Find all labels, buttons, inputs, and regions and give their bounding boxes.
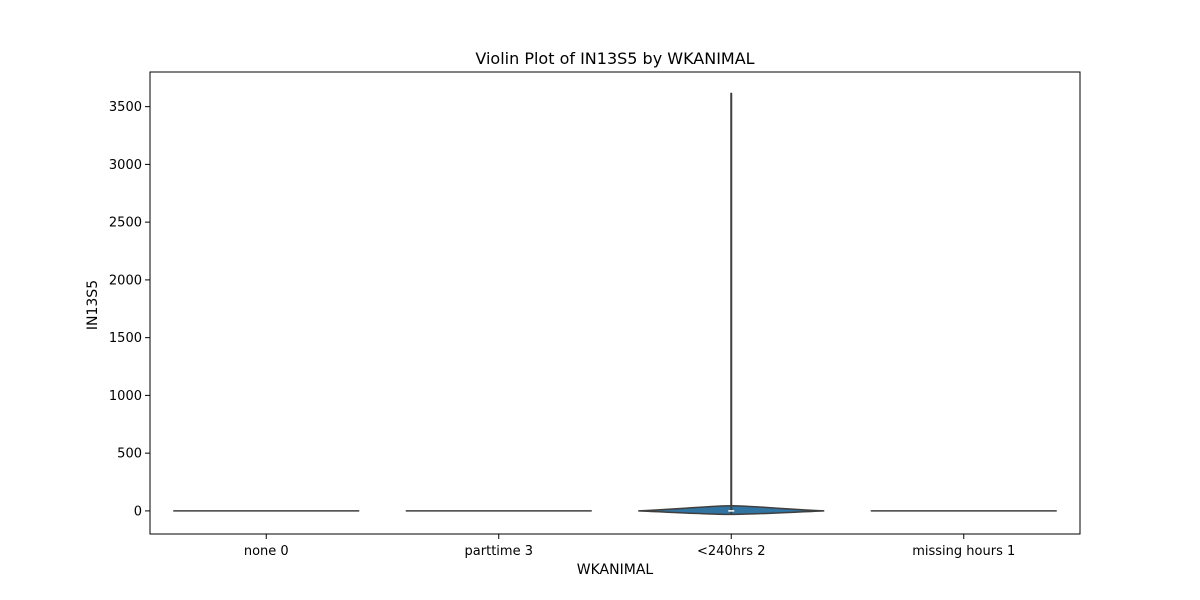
x-tick-label: missing hours 1	[912, 544, 1015, 559]
plot-area-frame	[149, 71, 1081, 535]
violins	[173, 92, 1057, 516]
y-axis: 0 500 1000 1500 2000 2500 3000 3500	[109, 100, 150, 519]
y-tick-label: 0	[134, 504, 142, 519]
x-axis: none 0 parttime 3 <240hrs 2 missing hours 1	[244, 534, 1015, 559]
y-tick-label: 3500	[109, 100, 142, 115]
y-tick-label: 1500	[109, 331, 142, 346]
y-axis-label: IN13S5	[85, 280, 101, 330]
x-tick-label: none 0	[244, 544, 289, 559]
x-tick-label: <240hrs 2	[697, 544, 765, 559]
violin	[638, 92, 825, 516]
chart-title: Violin Plot of IN13S5 by WKANIMAL	[475, 49, 754, 68]
y-tick-label: 1000	[109, 389, 142, 404]
y-tick-label: 500	[117, 447, 142, 462]
y-tick-label: 3000	[109, 158, 142, 173]
x-axis-label: WKANIMAL	[577, 562, 654, 578]
x-tick-label: parttime 3	[465, 544, 533, 559]
y-tick-label: 2000	[109, 273, 142, 288]
y-tick-label: 2500	[109, 216, 142, 231]
